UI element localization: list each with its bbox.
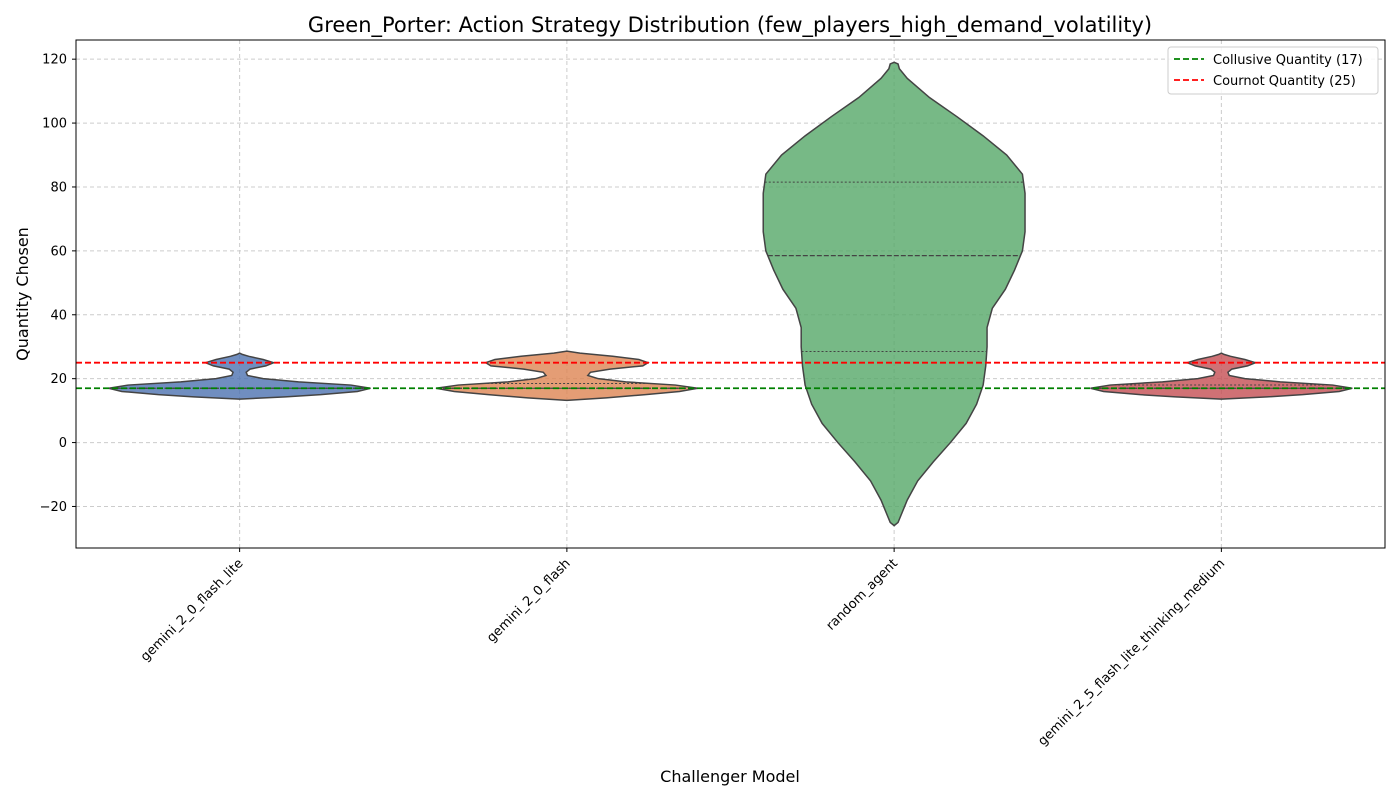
- y-tick-label-2: 20: [50, 372, 67, 387]
- y-tick-label-5: 80: [50, 180, 67, 195]
- x-axis-label: Challenger Model: [660, 767, 800, 786]
- y-tick-label-1: 0: [59, 436, 67, 451]
- y-tick-label-4: 60: [50, 244, 67, 259]
- y-tick-label-6: 100: [42, 117, 67, 132]
- legend: Collusive Quantity (17) Cournot Quantity…: [1168, 47, 1378, 94]
- y-axis-label: Quantity Chosen: [13, 227, 32, 361]
- y-tick-label-7: 120: [42, 53, 67, 68]
- legend-label-cournot: Cournot Quantity (25): [1213, 74, 1356, 89]
- legend-label-collusive: Collusive Quantity (17): [1213, 53, 1363, 68]
- y-tick-label-3: 40: [50, 308, 67, 323]
- y-tick-label-0: −20: [40, 500, 67, 515]
- chart-title: Green_Porter: Action Strategy Distributi…: [308, 13, 1152, 38]
